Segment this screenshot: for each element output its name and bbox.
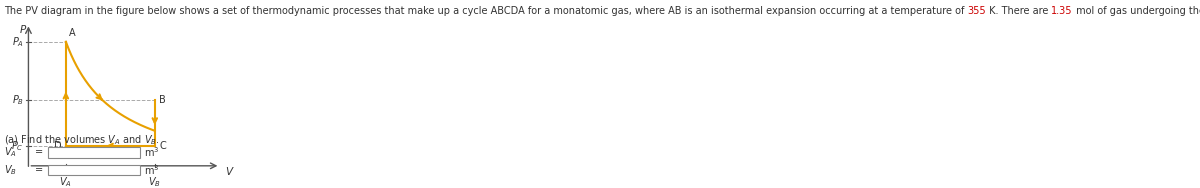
Text: =: = <box>35 147 43 157</box>
Text: 355: 355 <box>967 5 985 16</box>
Text: $\mathrm{m}^3$: $\mathrm{m}^3$ <box>144 163 160 177</box>
Text: 1.35: 1.35 <box>1051 5 1073 16</box>
Text: P: P <box>19 25 25 35</box>
Text: The PV diagram in the figure below shows a set of thermodynamic processes that m: The PV diagram in the figure below shows… <box>4 5 967 16</box>
Text: B: B <box>160 95 167 105</box>
FancyBboxPatch shape <box>48 165 140 175</box>
Text: mol of gas undergoing the cycle with: mol of gas undergoing the cycle with <box>1073 5 1200 16</box>
Text: (a) Find the volumes $V_A$ and $V_B$.: (a) Find the volumes $V_A$ and $V_B$. <box>4 133 160 147</box>
Text: $V_B$: $V_B$ <box>149 175 161 188</box>
Text: K. There are: K. There are <box>985 5 1051 16</box>
FancyBboxPatch shape <box>48 147 140 158</box>
Text: $V_A$: $V_A$ <box>4 145 17 159</box>
Text: $P_B$: $P_B$ <box>12 93 24 107</box>
Text: =: = <box>35 165 43 175</box>
Text: $P_C$: $P_C$ <box>11 139 24 153</box>
Text: D: D <box>54 141 61 151</box>
Text: A: A <box>70 28 76 38</box>
Text: $\mathrm{m}^3$: $\mathrm{m}^3$ <box>144 145 160 159</box>
Text: $V_A$: $V_A$ <box>60 175 72 188</box>
Text: $P_A$: $P_A$ <box>12 35 24 49</box>
Text: $V_B$: $V_B$ <box>4 163 17 177</box>
Text: V: V <box>226 168 232 177</box>
Text: C: C <box>160 141 167 151</box>
